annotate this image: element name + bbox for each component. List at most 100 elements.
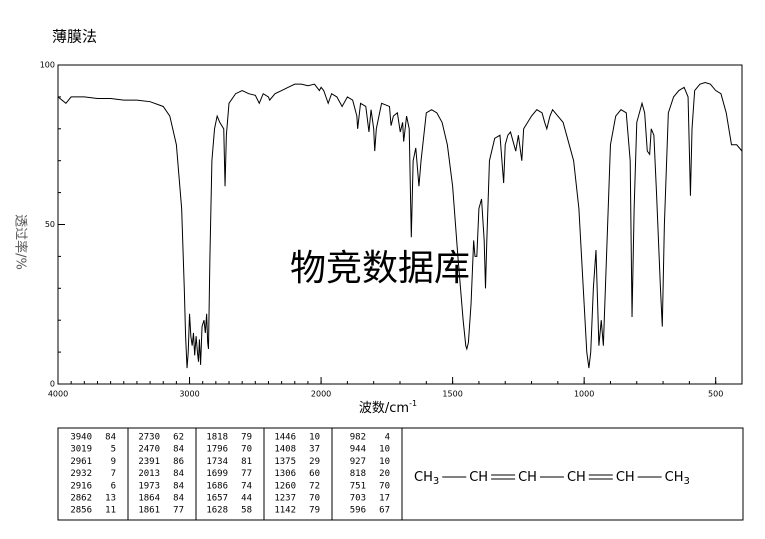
y-axis-label: 透过率/%: [13, 214, 29, 270]
peak-wavenumber: 1796: [206, 445, 228, 455]
peak-wavenumber: 1818: [206, 433, 228, 443]
spectrum-line: [57, 82, 743, 369]
peak-wavenumber: 596: [350, 506, 366, 516]
peak-wavenumber: 1375: [274, 457, 296, 467]
peak-wavenumber: 2013: [138, 469, 160, 479]
x-tick-label: 500: [708, 390, 723, 399]
table-separators: [127, 428, 403, 520]
peak-wavenumber: 1864: [138, 494, 160, 504]
peak-wavenumber: 1237: [274, 494, 296, 504]
peak-transmittance: 17: [379, 494, 390, 504]
peak-wavenumber: 1628: [206, 506, 228, 516]
peak-wavenumber: 2856: [70, 506, 92, 516]
x-tick-label: 1000: [574, 390, 594, 399]
peak-transmittance: 84: [173, 445, 184, 455]
peak-wavenumber: 1446: [274, 433, 296, 443]
x-tick-label: 1500: [442, 390, 462, 399]
peak-transmittance: 81: [241, 457, 252, 467]
peak-wavenumber: 2862: [70, 494, 92, 504]
group-text: CH: [665, 470, 684, 485]
peak-wavenumber: 2961: [70, 457, 92, 467]
peak-wavenumber: 1699: [206, 469, 228, 479]
peak-transmittance: 79: [241, 433, 252, 443]
peak-transmittance: 20: [379, 469, 390, 479]
group-sub: 3: [433, 476, 439, 487]
peak-transmittance: 77: [241, 469, 252, 479]
structure-group: CH: [567, 470, 586, 485]
y-tick-label: 100: [40, 61, 55, 70]
peak-wavenumber: 3019: [70, 445, 92, 455]
y-tick-label: 0: [50, 380, 55, 389]
peak-transmittance: 29: [309, 457, 320, 467]
peak-wavenumber: 2730: [138, 433, 160, 443]
peak-transmittance: 58: [241, 506, 252, 516]
peak-wavenumber: 1734: [206, 457, 228, 467]
peak-transmittance: 11: [105, 506, 116, 516]
peak-wavenumber: 1686: [206, 481, 228, 491]
structure-group: CH3: [665, 470, 690, 488]
group-text: CH: [469, 470, 488, 485]
peak-transmittance: 77: [173, 506, 184, 516]
peak-wavenumber: 1861: [138, 506, 160, 516]
x-axis-label: 波数/cm-1: [359, 399, 417, 416]
peak-transmittance: 70: [309, 494, 320, 504]
peak-transmittance: 10: [379, 445, 390, 455]
structure-group: CH: [518, 470, 537, 485]
structure-group: CH: [616, 470, 635, 485]
peak-transmittance: 84: [105, 433, 116, 443]
peak-transmittance: 6: [111, 481, 116, 491]
x-tick-label: 3000: [179, 390, 199, 399]
peak-transmittance: 86: [173, 457, 184, 467]
group-sub: 3: [684, 476, 690, 487]
peak-transmittance: 62: [173, 433, 184, 443]
peak-wavenumber: 944: [350, 445, 366, 455]
peak-wavenumber: 3940: [70, 433, 92, 443]
peak-wavenumber: 927: [350, 457, 366, 467]
peak-wavenumber: 818: [350, 469, 366, 479]
peak-transmittance: 10: [379, 457, 390, 467]
peak-transmittance: 13: [105, 494, 116, 504]
peak-transmittance: 70: [379, 481, 390, 491]
peak-transmittance: 60: [309, 469, 320, 479]
peak-transmittance: 79: [309, 506, 320, 516]
watermark: 物竞数据库: [290, 248, 470, 289]
peak-wavenumber: 1408: [274, 445, 296, 455]
x-tick-label: 4000: [48, 390, 68, 399]
peak-wavenumber: 982: [350, 433, 366, 443]
peak-wavenumber: 1973: [138, 481, 160, 491]
x-axis-label-sup: -1: [409, 399, 417, 408]
y-tick-label: 50: [45, 220, 55, 229]
structure-group: CH: [469, 470, 488, 485]
peak-wavenumber: 703: [350, 494, 366, 504]
peak-wavenumber: 1142: [274, 506, 296, 516]
peak-wavenumber: 2391: [138, 457, 160, 467]
peak-transmittance: 10: [309, 433, 320, 443]
peak-transmittance: 4: [385, 433, 390, 443]
chart-title: 薄膜法: [52, 28, 97, 46]
peak-wavenumber: 2470: [138, 445, 160, 455]
peak-transmittance: 84: [173, 469, 184, 479]
peak-transmittance: 84: [173, 481, 184, 491]
peak-wavenumber: 751: [350, 481, 366, 491]
peak-transmittance: 9: [111, 457, 116, 467]
peak-transmittance: 84: [173, 494, 184, 504]
peak-wavenumber: 2916: [70, 481, 92, 491]
group-text: CH: [518, 470, 537, 485]
group-text: CH: [616, 470, 635, 485]
peak-transmittance: 37: [309, 445, 320, 455]
peak-transmittance: 72: [309, 481, 320, 491]
structure-group: CH3: [414, 470, 439, 488]
peak-wavenumber: 2932: [70, 469, 92, 479]
peak-transmittance: 70: [241, 445, 252, 455]
table-frame: [57, 427, 744, 521]
group-text: CH: [567, 470, 586, 485]
peak-transmittance: 5: [111, 445, 116, 455]
peak-transmittance: 44: [241, 494, 252, 504]
peak-transmittance: 74: [241, 481, 252, 491]
peak-wavenumber: 1260: [274, 481, 296, 491]
peak-wavenumber: 1306: [274, 469, 296, 479]
x-tick-label: 2000: [311, 390, 331, 399]
peak-wavenumber: 1657: [206, 494, 228, 504]
